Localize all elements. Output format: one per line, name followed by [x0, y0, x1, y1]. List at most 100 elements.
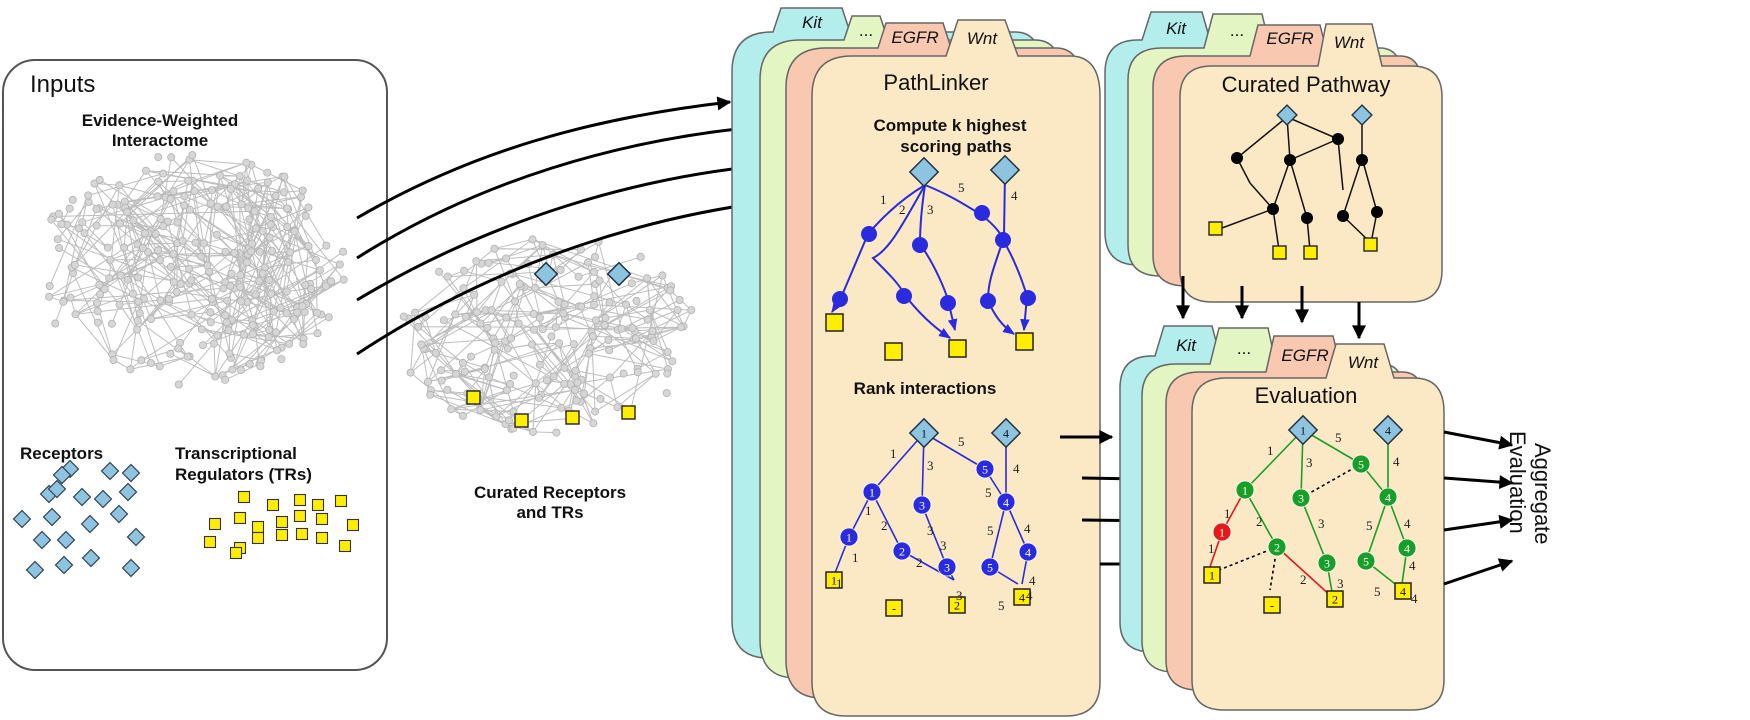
network-node	[256, 362, 265, 371]
tr-node	[1272, 245, 1287, 260]
rank-label: 1	[836, 576, 843, 591]
network-node	[70, 260, 79, 269]
network-node	[213, 331, 222, 340]
network-edge	[132, 293, 139, 321]
ranked-node	[1378, 487, 1398, 507]
network-edge	[81, 221, 109, 248]
tab-wnt: Wnt	[967, 29, 999, 48]
network-node	[552, 428, 561, 437]
network-edge	[255, 294, 304, 345]
network-edge	[262, 182, 269, 274]
rank-label: 3	[927, 523, 934, 538]
network-edge	[119, 154, 193, 224]
network-node	[313, 329, 322, 338]
network-node	[264, 333, 273, 342]
network-node	[556, 265, 565, 274]
network-node	[184, 176, 193, 185]
network-edge	[224, 206, 250, 249]
network-node	[206, 308, 215, 317]
network-edge	[240, 245, 309, 276]
k-label: 1	[880, 192, 887, 207]
network-edge	[111, 329, 138, 355]
curated-receptor	[606, 261, 632, 287]
network-node	[138, 244, 147, 253]
path-node	[940, 295, 956, 311]
tr-marker	[293, 493, 307, 507]
receptor-marker	[80, 514, 100, 534]
network-node	[589, 332, 598, 341]
network-edge	[127, 242, 178, 281]
network-node	[251, 224, 260, 233]
network-node	[460, 266, 469, 275]
node-rank: 3	[919, 499, 925, 513]
network-node	[251, 290, 260, 299]
network-node	[153, 192, 162, 201]
network-edge	[123, 247, 181, 285]
network-node	[547, 332, 556, 341]
network-edge	[485, 309, 564, 314]
node-rank: 5	[987, 561, 993, 575]
network-edge	[245, 162, 253, 244]
network-node	[105, 274, 114, 283]
tr-marker	[203, 535, 217, 549]
network-edge	[594, 373, 656, 413]
tab-wnt: Wnt	[1348, 353, 1380, 372]
tab-kit: Kit	[1176, 336, 1197, 355]
network-edge	[230, 188, 295, 231]
network-node	[268, 246, 277, 255]
node-rank: 5	[1358, 458, 1364, 472]
network-edge	[216, 234, 250, 249]
ranked-node	[892, 541, 912, 561]
network-edge	[240, 336, 270, 371]
network-node	[628, 324, 637, 333]
network-node	[107, 319, 116, 328]
rank-label: 1	[852, 550, 859, 565]
curated-to-eval-arrows	[1176, 276, 1366, 340]
network-node	[492, 412, 501, 421]
network-node	[285, 339, 294, 348]
network-edge	[534, 245, 544, 288]
network-node	[96, 290, 105, 299]
network-edge	[491, 281, 502, 311]
network-node	[447, 405, 456, 414]
node-rank: 1	[869, 486, 875, 500]
network-node	[166, 349, 175, 358]
network-node	[289, 315, 298, 324]
network-edge	[646, 277, 684, 327]
network-edge	[531, 344, 555, 377]
ranked-node	[862, 482, 882, 502]
network-node	[166, 262, 175, 271]
network-edge	[427, 260, 477, 382]
network-node	[600, 321, 609, 330]
tr-marker	[237, 490, 251, 504]
network-edge	[255, 228, 304, 345]
network-edge	[410, 352, 437, 373]
network-edge	[661, 275, 685, 327]
network-node	[211, 372, 220, 381]
network-node	[255, 276, 264, 285]
network-node	[135, 309, 144, 318]
network-node	[154, 153, 163, 162]
network-edge	[617, 373, 657, 408]
tr-marker	[315, 531, 329, 545]
path-node	[995, 232, 1011, 248]
network-edge	[427, 343, 574, 383]
network-node	[100, 285, 109, 294]
network-node	[560, 363, 569, 372]
network-node	[71, 310, 80, 319]
node-rank: 1	[1219, 526, 1225, 540]
network-node	[451, 310, 460, 319]
receptor-marker	[121, 558, 141, 578]
ranked-node	[1351, 454, 1371, 474]
rank-label: 4	[1026, 588, 1033, 603]
tr-node	[1208, 221, 1223, 236]
network-node	[146, 315, 155, 324]
network-edge	[213, 343, 216, 377]
network-node	[176, 279, 185, 288]
network-edge	[635, 338, 657, 374]
network-node	[311, 255, 320, 264]
network-edge	[75, 302, 98, 315]
network-edge	[228, 329, 278, 351]
eval-label: 4	[1404, 516, 1411, 531]
network-node	[223, 296, 232, 305]
